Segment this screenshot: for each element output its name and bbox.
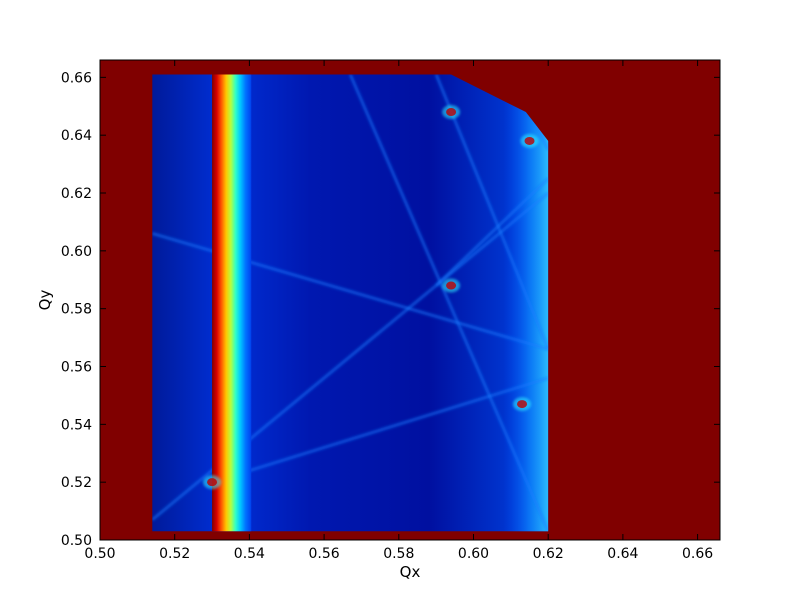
y-tick-label: 0.54 <box>61 417 92 433</box>
y-tick-label: 0.52 <box>61 475 92 491</box>
x-tick-label: 0.64 <box>607 546 638 562</box>
x-tick-label: 0.66 <box>682 546 713 562</box>
axes: 0.50 0.52 0.54 0.56 0.58 0.60 0.62 0.64 0.66 0.50… <box>61 59 721 562</box>
hot-spot <box>207 478 218 487</box>
y-tick-label: 0.50 <box>61 533 92 549</box>
x-tick-label: 0.60 <box>458 546 489 562</box>
y-axis-label: Qy <box>36 290 54 311</box>
x-tick-label: 0.50 <box>84 546 115 562</box>
y-tick-label: 0.62 <box>61 186 92 202</box>
plot-area <box>100 60 720 540</box>
diagonal-resonance-line <box>348 74 549 532</box>
hot-band <box>212 74 252 532</box>
y-tick-label: 0.56 <box>61 360 92 376</box>
y-tick-label: 0.64 <box>61 128 92 144</box>
diagonal-resonance-line <box>211 376 549 484</box>
x-tick-label: 0.56 <box>309 546 340 562</box>
y-tick-label: 0.60 <box>61 244 92 260</box>
hot-spot <box>446 281 457 290</box>
y-tick-label: 0.58 <box>61 302 92 318</box>
hot-spot <box>446 108 457 117</box>
x-tick-label: 0.52 <box>159 546 190 562</box>
hot-spot <box>517 400 528 409</box>
x-axis-label: Qx <box>400 563 421 581</box>
x-tick-label: 0.62 <box>533 546 564 562</box>
y-tick-label: 0.66 <box>61 70 92 86</box>
x-tick-label: 0.58 <box>383 546 414 562</box>
x-tick-label: 0.54 <box>234 546 265 562</box>
stable-region-detail <box>152 74 549 532</box>
boundary-glow <box>503 74 549 532</box>
hot-spot <box>524 136 535 145</box>
plot-frame <box>99 59 721 541</box>
stable-region <box>152 74 549 532</box>
